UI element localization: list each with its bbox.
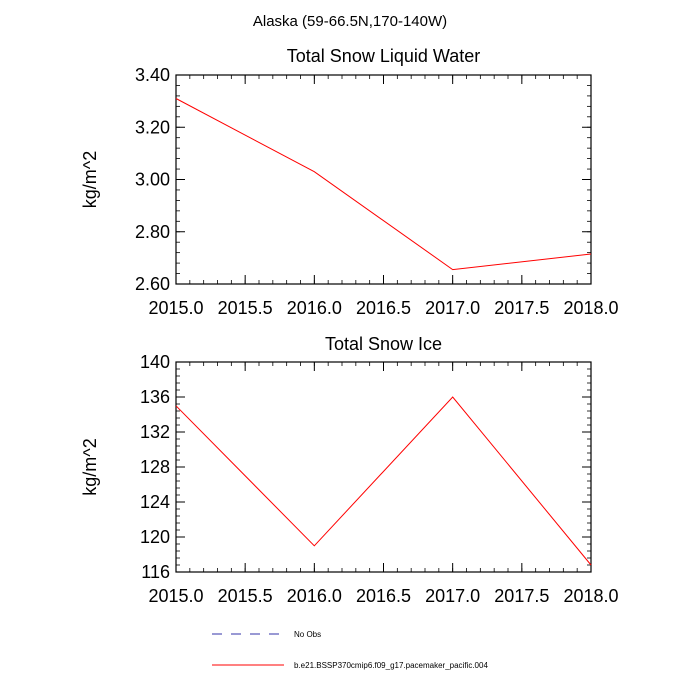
- y-tick-label: 3.40: [135, 65, 170, 85]
- x-tick-label: 2018.0: [563, 586, 618, 606]
- y-tick-label: 140: [140, 352, 170, 372]
- series-line: [175, 396, 592, 566]
- y-tick-label: 136: [140, 387, 170, 407]
- x-tick-label: 2015.0: [148, 586, 203, 606]
- y-tick-label: 120: [140, 527, 170, 547]
- legend-item: b.e21.BSSP370cmip6.f09_g17.pacemaker_pac…: [212, 661, 488, 670]
- x-tick-label: 2015.5: [218, 298, 273, 318]
- y-tick-label: 3.00: [135, 170, 170, 190]
- y-tick-label: 132: [140, 422, 170, 442]
- y-axis-label: kg/m^2: [80, 438, 100, 495]
- legend-item: No Obs: [212, 630, 321, 639]
- legend-label: No Obs: [294, 630, 321, 639]
- x-tick-label: 2016.0: [287, 298, 342, 318]
- y-axis-label: kg/m^2: [80, 151, 100, 208]
- series-line: [175, 98, 592, 271]
- legend: No Obs b.e21.BSSP370cmip6.f09_g17.pacemak…: [212, 630, 488, 670]
- legend-label: b.e21.BSSP370cmip6.f09_g17.pacemaker_pac…: [294, 661, 488, 670]
- x-tick-label: 2015.0: [148, 298, 203, 318]
- x-tick-label: 2017.5: [494, 586, 549, 606]
- x-tick-label: 2017.0: [425, 298, 480, 318]
- x-tick-label: 2017.0: [425, 586, 480, 606]
- y-tick-label: 2.80: [135, 222, 170, 242]
- y-tick-label: 116: [141, 562, 170, 582]
- x-tick-label: 2016.0: [287, 586, 342, 606]
- x-tick-label: 2017.5: [494, 298, 549, 318]
- y-tick-label: 124: [140, 492, 170, 512]
- y-tick-label: 3.20: [135, 117, 170, 137]
- x-tick-label: 2016.5: [356, 298, 411, 318]
- chart-title: Total Snow Ice: [325, 334, 442, 354]
- x-tick-label: 2016.5: [356, 586, 411, 606]
- chart-panel-2: Total Snow Ice 2015.0 2015.5 2016.0 2016.5 20…: [80, 334, 619, 606]
- plot-frame: [175, 361, 592, 573]
- y-tick-label: 128: [140, 457, 170, 477]
- y-tick-label: 2.60: [135, 274, 170, 294]
- chart-title: Total Snow Liquid Water: [287, 46, 480, 66]
- x-tick-label: 2015.5: [218, 586, 273, 606]
- chart-panel-1: Total Snow Liquid Water 2015.0 2015.5 2016.…: [80, 46, 619, 318]
- figure-suptitle: Alaska (59-66.5N,170-140W): [253, 13, 447, 30]
- x-tick-label: 2018.0: [563, 298, 618, 318]
- plot-frame: [175, 74, 592, 285]
